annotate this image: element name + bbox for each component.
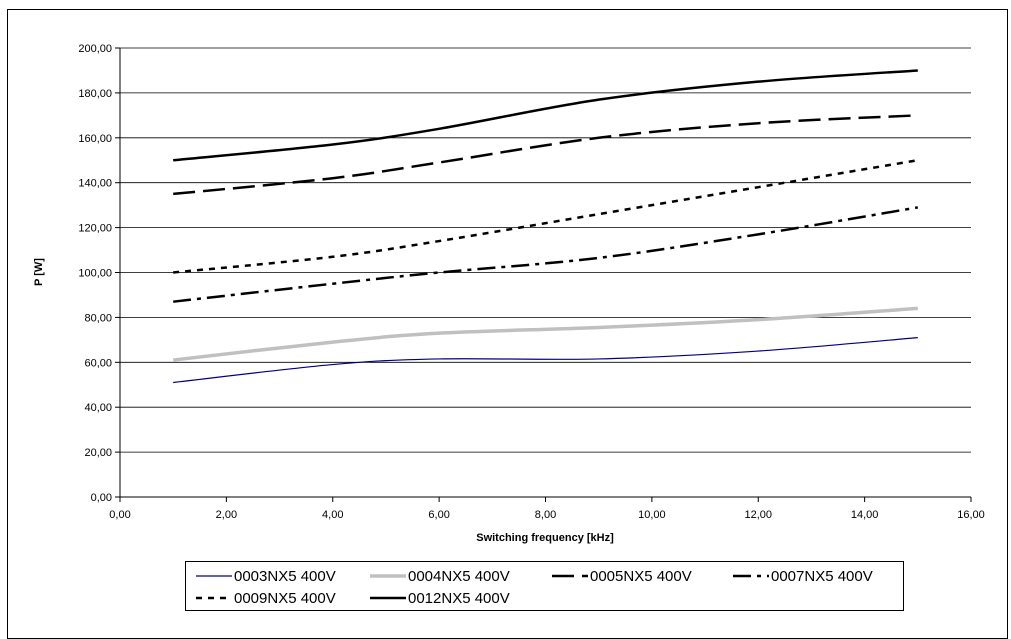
legend-label: 0003NX5 400V <box>234 567 336 585</box>
y-axis-title: P [W] <box>33 258 45 286</box>
legend: 0003NX5 400V 0004NX5 400V 0005NX5 400V 0007… <box>185 561 904 611</box>
legend-label: 0009NX5 400V <box>234 589 336 607</box>
y-tick-labels: 0,00 20,00 40,00 60,00 80,00 100,00 120,00 140,… <box>78 43 112 504</box>
legend-swatch <box>733 574 769 578</box>
legend-swatch <box>196 575 232 577</box>
series-line-0009nx5-400v <box>173 159 919 274</box>
x-tick-label: 2,00 <box>216 509 237 521</box>
x-tick-label: 6,00 <box>428 509 449 521</box>
x-tick-label: 8,00 <box>535 509 556 521</box>
x-tick-label: 14,00 <box>851 509 879 521</box>
legend-item: 0007NX5 400V <box>733 565 873 587</box>
legend-swatch <box>370 596 406 600</box>
y-tick-label: 40,00 <box>84 402 112 414</box>
x-tick-labels: 0,00 2,00 4,00 6,00 8,00 10,00 12,00 14,00 16,00 <box>109 509 984 521</box>
x-tick-label: 10,00 <box>638 509 666 521</box>
legend-item: 0012NX5 400V <box>370 587 510 609</box>
y-tick-label: 20,00 <box>84 447 112 459</box>
x-tick-label: 4,00 <box>322 509 343 521</box>
series-line-0003nx5-400v <box>173 337 918 384</box>
legend-item: 0003NX5 400V <box>196 565 336 587</box>
x-tick-label: 12,00 <box>744 509 772 521</box>
x-axis-title: Switching frequency [kHz] <box>476 532 614 544</box>
legend-swatch <box>552 574 588 578</box>
legend-item: 0009NX5 400V <box>196 587 336 609</box>
legend-item: 0005NX5 400V <box>552 565 692 587</box>
y-tick-label: 200,00 <box>78 43 112 55</box>
legend-label: 0007NX5 400V <box>771 567 873 585</box>
y-tick-label: 180,00 <box>78 88 112 100</box>
x-tick-label: 0,00 <box>109 509 130 521</box>
series-lines <box>172 69 919 384</box>
line-chart: 0,00 20,00 40,00 60,00 80,00 100,00 120,00 140,… <box>33 43 985 544</box>
series-line-0005nx5-400v <box>173 114 918 196</box>
series-line-0007nx5-400v <box>173 206 919 303</box>
y-tick-label: 160,00 <box>78 133 112 145</box>
gridlines <box>120 47 971 453</box>
y-tick-label: 80,00 <box>84 312 112 324</box>
legend-swatch <box>196 596 232 600</box>
legend-item: 0004NX5 400V <box>370 565 510 587</box>
x-tick-label: 16,00 <box>957 509 985 521</box>
y-tick-label: 0,00 <box>91 492 112 504</box>
y-tick-label: 120,00 <box>78 223 112 235</box>
axes <box>115 47 972 502</box>
legend-label: 0012NX5 400V <box>408 589 510 607</box>
series-line-0012nx5-400v <box>173 69 918 162</box>
y-tick-label: 100,00 <box>78 268 112 280</box>
legend-label: 0005NX5 400V <box>590 567 692 585</box>
legend-label: 0004NX5 400V <box>408 567 510 585</box>
series-line-0004nx5-400v <box>172 306 918 362</box>
legend-swatch <box>370 574 406 578</box>
y-tick-label: 60,00 <box>84 357 112 369</box>
y-tick-label: 140,00 <box>78 178 112 190</box>
